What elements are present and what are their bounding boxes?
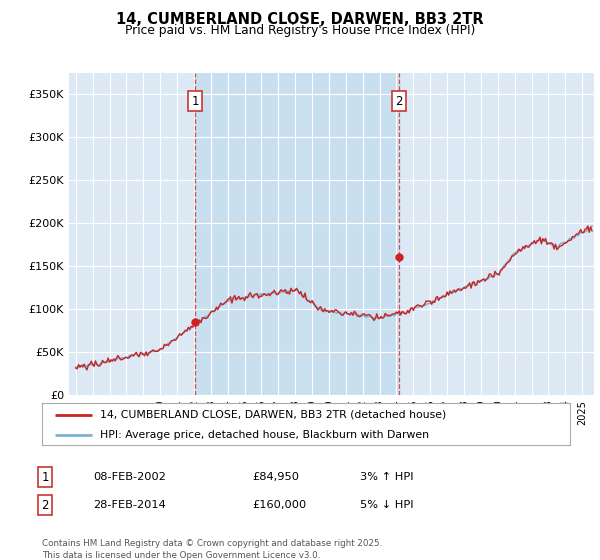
Text: HPI: Average price, detached house, Blackburn with Darwen: HPI: Average price, detached house, Blac… xyxy=(100,430,429,440)
Text: 28-FEB-2014: 28-FEB-2014 xyxy=(93,500,166,510)
Text: 1: 1 xyxy=(41,470,49,484)
Text: 1: 1 xyxy=(191,95,199,108)
Text: 5% ↓ HPI: 5% ↓ HPI xyxy=(360,500,413,510)
Text: 08-FEB-2002: 08-FEB-2002 xyxy=(93,472,166,482)
Bar xyxy=(196,73,400,395)
Text: 2: 2 xyxy=(41,498,49,512)
Text: £84,950: £84,950 xyxy=(252,472,299,482)
Text: 3% ↑ HPI: 3% ↑ HPI xyxy=(360,472,413,482)
Text: Contains HM Land Registry data © Crown copyright and database right 2025.
This d: Contains HM Land Registry data © Crown c… xyxy=(42,539,382,559)
Text: Price paid vs. HM Land Registry's House Price Index (HPI): Price paid vs. HM Land Registry's House … xyxy=(125,24,475,36)
Text: 14, CUMBERLAND CLOSE, DARWEN, BB3 2TR (detached house): 14, CUMBERLAND CLOSE, DARWEN, BB3 2TR (d… xyxy=(100,410,446,420)
Text: 14, CUMBERLAND CLOSE, DARWEN, BB3 2TR: 14, CUMBERLAND CLOSE, DARWEN, BB3 2TR xyxy=(116,12,484,27)
Text: £160,000: £160,000 xyxy=(252,500,306,510)
Text: 2: 2 xyxy=(395,95,403,108)
